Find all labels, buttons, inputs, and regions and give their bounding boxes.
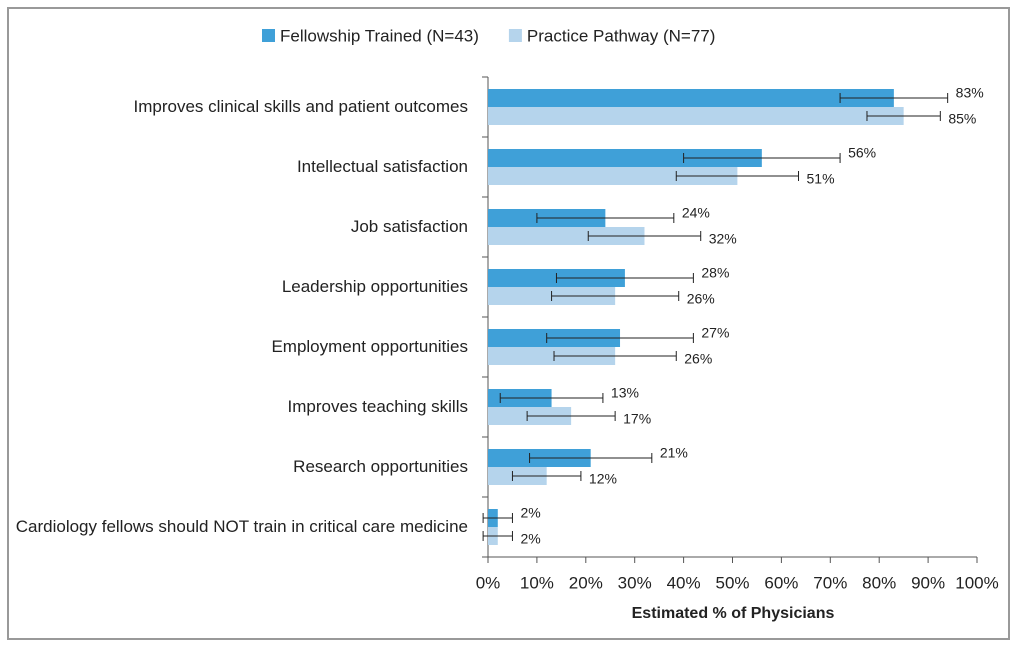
data-label: 56% [848,145,876,161]
data-label: 2% [520,505,540,521]
data-label: 27% [701,325,729,341]
x-tick-label: 10% [520,573,554,592]
error-bar [551,291,680,301]
category-label: Cardiology fellows should NOT train in c… [15,517,468,536]
error-bar [546,333,694,343]
data-label: 26% [687,291,715,307]
data-label: 83% [956,85,984,101]
x-axis-label: Estimated % of Physicians [632,605,835,622]
error-bar [866,111,941,121]
data-label: 51% [807,171,835,187]
legend-swatch [508,29,522,42]
legend-label: Fellowship Trained (N=43) [280,26,479,45]
category-label: Employment opportunities [271,337,468,356]
data-label: 85% [948,111,976,127]
error-bar [675,171,800,181]
data-label: 21% [660,445,688,461]
x-tick-label: 50% [715,573,749,592]
data-label: 13% [611,385,639,401]
error-bar [499,393,604,403]
data-label: 26% [684,351,712,367]
x-tick-label: 100% [955,573,998,592]
category-label: Improves teaching skills [287,397,468,416]
bar [488,227,645,245]
bar [488,149,762,167]
error-bar [526,411,616,421]
category-label: Research opportunities [293,457,468,476]
category-label: Intellectual satisfaction [296,157,468,176]
x-tick-label: 0% [476,573,501,592]
x-tick-label: 80% [862,573,896,592]
legend-swatch [262,29,275,42]
data-label: 2% [520,531,540,547]
error-bar [482,531,513,541]
x-tick-label: 60% [764,573,798,592]
x-tick-label: 70% [813,573,847,592]
data-label: 17% [623,411,651,427]
x-tick-label: 90% [911,573,945,592]
error-bar [511,471,582,481]
category-label: Leadership opportunities [281,277,468,296]
bar [488,107,904,125]
x-tick-label: 30% [618,573,652,592]
data-label: 28% [701,265,729,281]
x-tick-label: 40% [667,573,701,592]
error-bar [536,213,675,223]
category-label: Job satisfaction [350,217,468,236]
error-bar [683,153,841,163]
error-bar [553,351,677,361]
error-bar [482,513,513,523]
legend-label: Practice Pathway (N=77) [527,26,716,45]
error-bar [839,93,949,103]
bar [488,347,616,365]
category-label: Improves clinical skills and patient out… [133,97,468,116]
data-label: 12% [589,471,617,487]
data-label: 32% [709,231,737,247]
error-bar [587,231,702,241]
error-bar [529,453,653,463]
x-tick-label: 20% [569,573,603,592]
bar [488,167,738,185]
error-bar [555,273,694,283]
data-label: 24% [682,205,710,221]
bar [488,89,894,107]
frame-border [7,7,1010,640]
